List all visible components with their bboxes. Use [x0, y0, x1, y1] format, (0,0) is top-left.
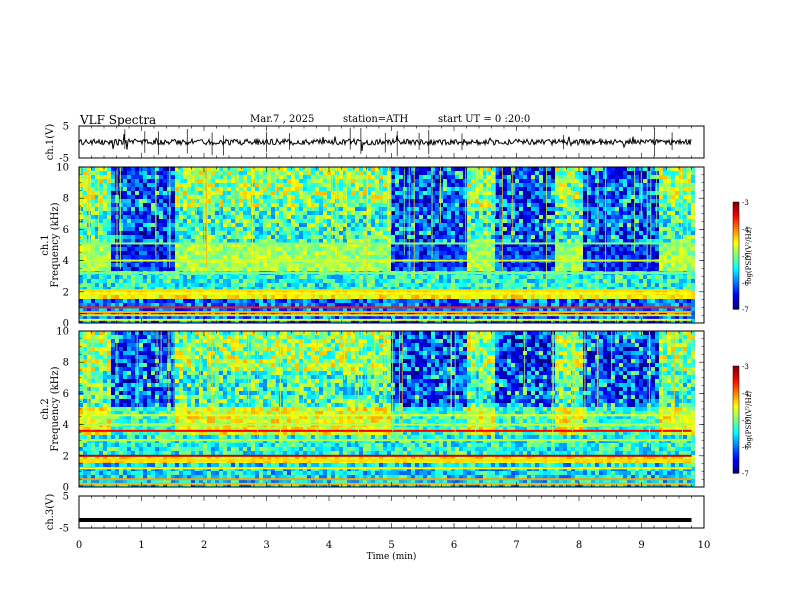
y-tick-label: 6 — [63, 225, 69, 236]
colorbar-tick-label: -6 — [742, 443, 749, 451]
y-tick-label: 4 — [63, 256, 69, 267]
x-tick-label: 7 — [513, 540, 519, 551]
start-time-label: start UT = 0 :20:0 — [438, 114, 531, 125]
colorbar-tick-label: -5 — [742, 417, 749, 425]
y-tick-label: 0 — [63, 483, 69, 494]
colorbar-tick-label: -3 — [742, 199, 749, 207]
y-tick-label: 4 — [63, 420, 69, 431]
station-label: station=ATH — [343, 114, 409, 125]
y-tick-label: -5 — [59, 524, 69, 535]
y-axis-label: ch.1(V) — [45, 124, 56, 161]
y-tick-label: 2 — [63, 451, 69, 462]
ch2-spectrogram — [78, 330, 705, 488]
chart-title: VLF Spectra — [80, 113, 157, 127]
y-tick-label: 0 — [63, 319, 69, 330]
y-axis-label: ch.1 — [40, 234, 51, 256]
x-tick-label: 0 — [76, 540, 82, 551]
y-axis-label: Frequency (kHz) — [50, 202, 61, 287]
y-tick-label: -5 — [59, 154, 69, 165]
colorbar-frame — [732, 201, 740, 310]
x-tick-label: 10 — [698, 540, 711, 551]
colorbars: -3 -4 -5 -6 -7 log(PSD)(V²/Hz) -3 -4 -5 -6 -7 log(P… — [732, 199, 753, 478]
colorbar-tick-label: -3 — [742, 363, 749, 371]
y-tick-label: 10 — [56, 327, 69, 338]
x-tick-label: 8 — [576, 540, 582, 551]
colorbar-tick-label: -4 — [742, 390, 749, 398]
y-axis-label: Frequency (kHz) — [50, 366, 61, 451]
x-tick-label: 2 — [201, 540, 207, 551]
date-label: Mar.7 , 2025 — [250, 114, 315, 125]
x-tick-label: 4 — [326, 540, 332, 551]
y-axis-label: ch.3(V) — [45, 494, 56, 531]
x-tick-label: 5 — [388, 540, 394, 551]
x-tick-label: 6 — [451, 540, 457, 551]
x-tick-label: 9 — [638, 540, 644, 551]
y-tick-label: 5 — [63, 122, 69, 133]
colorbar-label: log(PSD)(V²/Hz) — [745, 391, 753, 448]
colorbar-tick-label: -7 — [742, 306, 749, 314]
y-tick-label: 8 — [63, 358, 69, 369]
axes — [78, 125, 705, 529]
colorbar-tick-label: -5 — [742, 253, 749, 261]
colorbar-tick-label: -7 — [742, 470, 749, 478]
y-tick-label: 2 — [63, 287, 69, 298]
x-axis-label: Time (min) — [367, 551, 417, 562]
y-tick-label: 5 — [63, 492, 69, 503]
y-tick-label: 6 — [63, 389, 69, 400]
waveforms — [78, 127, 692, 522]
y-axis-label: ch.2 — [40, 398, 51, 420]
colorbar-label: log(PSD)(V²/Hz) — [745, 227, 753, 284]
colorbar-tick-label: -6 — [742, 279, 749, 287]
ch3-waveform-line — [79, 518, 692, 522]
y-tick-label: 10 — [56, 163, 69, 174]
x-tick-label: 3 — [263, 540, 269, 551]
x-tick-label: 1 — [138, 540, 144, 551]
ch1-spectrogram — [78, 166, 705, 324]
y-tick-label: 8 — [63, 194, 69, 205]
colorbar-frame — [732, 365, 740, 474]
colorbar-tick-label: -4 — [742, 226, 749, 234]
